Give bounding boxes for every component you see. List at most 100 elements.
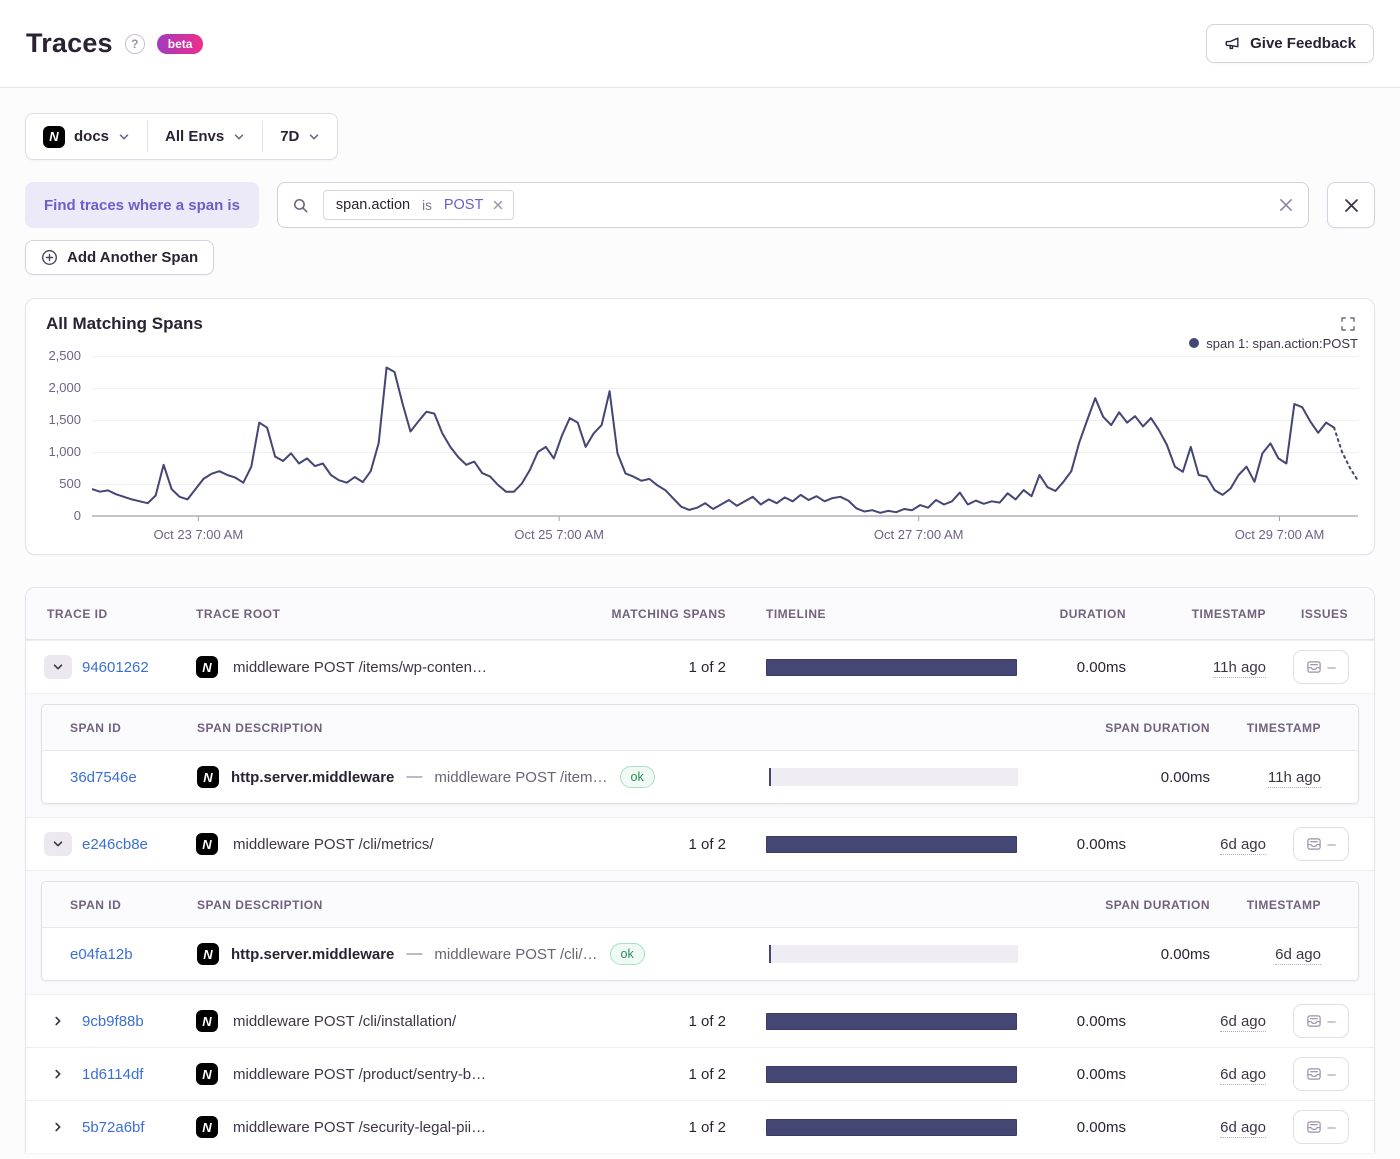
y-axis-tick-label: 1,000: [48, 444, 81, 459]
traces-table: TRACE ID TRACE ROOT MATCHING SPANS TIMEL…: [25, 587, 1375, 1153]
span-timestamp-value[interactable]: 11h ago: [1267, 768, 1321, 788]
chart-plot-area[interactable]: Oct 23 7:00 AM Oct 25 7:00 AM Oct 27 7:00 …: [92, 356, 1358, 548]
trace-id-link[interactable]: 5b72a6bf: [82, 1118, 145, 1136]
collapse-row-button[interactable]: [44, 832, 72, 856]
give-feedback-button[interactable]: Give Feedback: [1206, 24, 1374, 63]
chart-legend[interactable]: span 1: span.action:POST: [26, 334, 1374, 356]
span-description: middleware POST /item…: [434, 768, 608, 786]
chart-title: All Matching Spans: [46, 314, 203, 333]
table-row[interactable]: 9cb9f88b N middleware POST /cli/installa…: [26, 994, 1374, 1047]
y-axis-tick-label: 1,500: [48, 412, 81, 427]
table-row[interactable]: e246cb8e N middleware POST /cli/metrics/…: [26, 817, 1374, 870]
filter-chip-value[interactable]: POST: [443, 197, 484, 213]
chevron-down-icon: [53, 664, 63, 670]
column-trace-root: TRACE ROOT: [196, 606, 281, 621]
duration-value: 0.00ms: [1076, 835, 1126, 853]
issues-indicator: –: [1293, 1110, 1349, 1144]
expand-row-button[interactable]: [44, 1062, 72, 1086]
span-id-link[interactable]: e04fa12b: [70, 945, 133, 963]
timestamp-value[interactable]: 6d ago: [1220, 1118, 1266, 1138]
expand-chart-button[interactable]: [1338, 314, 1358, 334]
x-axis-tick-label: Oct 29 7:00 AM: [1234, 527, 1325, 542]
expanded-spans-section: SPAN ID SPAN DESCRIPTION SPAN DURATION T…: [26, 870, 1374, 994]
expand-row-button[interactable]: [44, 1115, 72, 1139]
column-span-description: SPAN DESCRIPTION: [197, 720, 323, 735]
duration-value: 0.00ms: [1076, 1065, 1126, 1083]
column-matching-spans: MATCHING SPANS: [611, 606, 726, 621]
nextjs-project-icon: N: [197, 766, 219, 788]
remove-span-query-button[interactable]: [1327, 182, 1375, 228]
trace-root-label: middleware POST /product/sentry-b…: [233, 1065, 487, 1083]
all-matching-spans-chart: All Matching Spans span 1: span.action:P…: [25, 298, 1375, 555]
x-axis-tick-label: Oct 27 7:00 AM: [873, 527, 964, 542]
span-table-header: SPAN ID SPAN DESCRIPTION SPAN DURATION T…: [42, 705, 1358, 751]
y-axis-tick-label: 2,000: [48, 380, 81, 395]
span-row[interactable]: e04fa12b N http.server.middleware — midd…: [42, 928, 1358, 980]
table-row[interactable]: 5b72a6bf N middleware POST /security-leg…: [26, 1100, 1374, 1153]
issues-indicator: –: [1293, 827, 1349, 861]
help-icon[interactable]: ?: [124, 33, 145, 54]
span-timeline-bar[interactable]: [769, 945, 1018, 963]
expand-row-button[interactable]: [44, 1009, 72, 1033]
nextjs-logo-icon: N: [43, 125, 65, 148]
timestamp-value[interactable]: 11h ago: [1212, 658, 1266, 678]
y-axis-tick-label: 2,500: [48, 348, 81, 363]
chevron-right-icon: [55, 1016, 61, 1026]
collapse-row-button[interactable]: [44, 655, 72, 679]
span-query-label: Find traces where a span is: [25, 182, 259, 228]
span-search-input[interactable]: span.action is POST: [276, 182, 1309, 228]
timeline-bar[interactable]: [766, 835, 1017, 853]
span-timestamp-value[interactable]: 6d ago: [1275, 945, 1321, 965]
trace-id-link[interactable]: 1d6114df: [82, 1065, 144, 1083]
filter-chip-operator[interactable]: is: [422, 197, 432, 213]
issues-indicator: –: [1293, 650, 1349, 684]
span-duration-value: 0.00ms: [1160, 945, 1210, 963]
chevron-down-icon: [234, 133, 244, 140]
timeline-bar[interactable]: [766, 1118, 1017, 1136]
environment-filter[interactable]: All Envs: [148, 114, 262, 159]
inbox-icon: [1307, 661, 1322, 673]
span-id-link[interactable]: 36d7546e: [70, 768, 137, 786]
date-range-filter[interactable]: 7D: [263, 114, 337, 159]
span-timeline-bar[interactable]: [769, 768, 1018, 786]
timestamp-value[interactable]: 6d ago: [1220, 1012, 1266, 1032]
timeline-bar[interactable]: [766, 1065, 1017, 1083]
project-filter[interactable]: N docs: [26, 114, 147, 159]
spans-line-chart: [92, 356, 1358, 521]
trace-root-label: middleware POST /security-legal-pii…: [233, 1118, 487, 1136]
search-filter-chip[interactable]: span.action is POST: [322, 190, 515, 220]
timestamp-value[interactable]: 6d ago: [1220, 835, 1266, 855]
chevron-down-icon: [119, 133, 129, 140]
issues-empty-value: –: [1327, 1012, 1336, 1030]
trace-id-link[interactable]: e246cb8e: [82, 835, 148, 853]
span-status-badge: ok: [619, 765, 655, 789]
filter-chip-key[interactable]: span.action: [335, 197, 411, 213]
trace-id-link[interactable]: 94601262: [82, 658, 149, 676]
issues-empty-value: –: [1327, 835, 1336, 853]
timeline-bar[interactable]: [766, 1012, 1017, 1030]
trace-id-link[interactable]: 9cb9f88b: [82, 1012, 144, 1030]
timeline-bar[interactable]: [766, 658, 1017, 676]
inbox-icon: [1307, 1068, 1322, 1080]
nextjs-project-icon: N: [196, 1063, 218, 1085]
chevron-right-icon: [55, 1069, 61, 1079]
timestamp-value[interactable]: 6d ago: [1220, 1065, 1266, 1085]
table-row[interactable]: 94601262 N middleware POST /items/wp-con…: [26, 640, 1374, 693]
fullscreen-icon: [1341, 317, 1355, 331]
clear-search-button[interactable]: [1278, 197, 1294, 213]
issues-empty-value: –: [1327, 1065, 1336, 1083]
issues-empty-value: –: [1327, 658, 1336, 676]
plus-circle-icon: [42, 250, 57, 265]
column-span-duration: SPAN DURATION: [1105, 720, 1210, 735]
span-row[interactable]: 36d7546e N http.server.middleware — midd…: [42, 751, 1358, 803]
inbox-icon: [1307, 1121, 1322, 1133]
add-another-span-label: Add Another Span: [67, 249, 199, 266]
add-another-span-button[interactable]: Add Another Span: [25, 240, 215, 275]
legend-series-dot: [1189, 338, 1200, 348]
table-row[interactable]: 1d6114df N middleware POST /product/sent…: [26, 1047, 1374, 1100]
column-issues: ISSUES: [1300, 606, 1348, 621]
inbox-icon: [1307, 838, 1322, 850]
span-timeline-marker: [769, 945, 771, 963]
remove-chip-icon[interactable]: [490, 200, 506, 210]
chart-y-axis: 0 500 1,000 1,500 2,000 2,500: [26, 348, 92, 548]
